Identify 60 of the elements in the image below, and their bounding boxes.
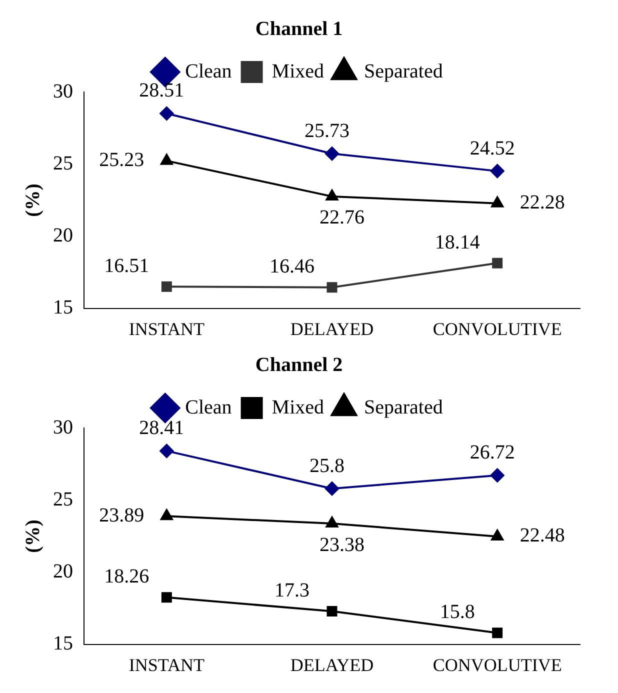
x-tick-label: CONVOLUTIVE bbox=[432, 318, 562, 339]
point bbox=[492, 628, 503, 638]
chart-title: Channel 1 bbox=[255, 18, 343, 40]
legend-label: Separated bbox=[364, 396, 443, 418]
data-label: 18.26 bbox=[104, 566, 150, 588]
data-label: 25.73 bbox=[304, 120, 350, 142]
legend-label: Separated bbox=[364, 60, 443, 82]
data-label: 23.89 bbox=[99, 504, 144, 526]
point bbox=[490, 164, 504, 178]
point bbox=[326, 189, 338, 200]
x-tick-label: CONVOLUTIVE bbox=[432, 654, 562, 675]
point bbox=[491, 196, 504, 208]
x-tick-label: INSTANT bbox=[128, 654, 204, 675]
point bbox=[492, 258, 503, 268]
x-tick-label: DELAYED bbox=[290, 654, 374, 675]
y-tick-label: 30 bbox=[53, 416, 73, 438]
data-label: 25.23 bbox=[99, 149, 144, 172]
data-label: 22.28 bbox=[520, 192, 565, 214]
legend-label: Clean bbox=[185, 396, 232, 418]
data-label: 28.51 bbox=[139, 80, 184, 102]
x-tick-label: DELAYED bbox=[290, 318, 374, 339]
data-label: 16.51 bbox=[104, 254, 150, 277]
data-label: 25.8 bbox=[310, 454, 344, 477]
data-label: 18.14 bbox=[434, 231, 480, 254]
legend-label: Mixed bbox=[272, 396, 324, 418]
point bbox=[326, 516, 338, 528]
point bbox=[325, 146, 339, 161]
y-tick-label: 15 bbox=[53, 632, 73, 655]
chart-title: Channel 2 bbox=[255, 354, 343, 376]
data-label: 26.72 bbox=[470, 442, 515, 464]
point bbox=[160, 106, 174, 120]
legend-label: Mixed bbox=[272, 60, 324, 82]
y-tick-label: 20 bbox=[53, 224, 73, 247]
point bbox=[326, 282, 338, 293]
data-label: 28.41 bbox=[139, 417, 184, 440]
y-tick-label: 15 bbox=[53, 296, 73, 319]
data-label: 15.8 bbox=[440, 601, 475, 624]
y-tick-label: 20 bbox=[53, 560, 73, 583]
y-tick-label: 25 bbox=[53, 152, 73, 174]
data-label: 22.76 bbox=[320, 206, 364, 229]
point bbox=[160, 444, 174, 458]
legend-label: Clean bbox=[185, 60, 232, 82]
data-label: 17.3 bbox=[274, 579, 310, 602]
data-label: 24.52 bbox=[470, 137, 515, 160]
data-label: 22.48 bbox=[520, 524, 565, 547]
point bbox=[326, 606, 338, 616]
point bbox=[491, 529, 504, 540]
point bbox=[161, 281, 172, 292]
point bbox=[161, 592, 172, 603]
y-axis-title: (%) bbox=[22, 520, 44, 553]
point bbox=[160, 509, 173, 520]
point bbox=[325, 482, 339, 496]
data-label: 23.38 bbox=[320, 534, 364, 556]
x-tick-label: INSTANT bbox=[128, 318, 204, 339]
y-tick-label: 30 bbox=[53, 80, 73, 102]
point bbox=[490, 468, 504, 482]
point bbox=[160, 154, 173, 165]
y-axis-title: (%) bbox=[22, 184, 44, 217]
data-label: 16.46 bbox=[270, 256, 314, 278]
y-tick-label: 25 bbox=[53, 488, 73, 510]
